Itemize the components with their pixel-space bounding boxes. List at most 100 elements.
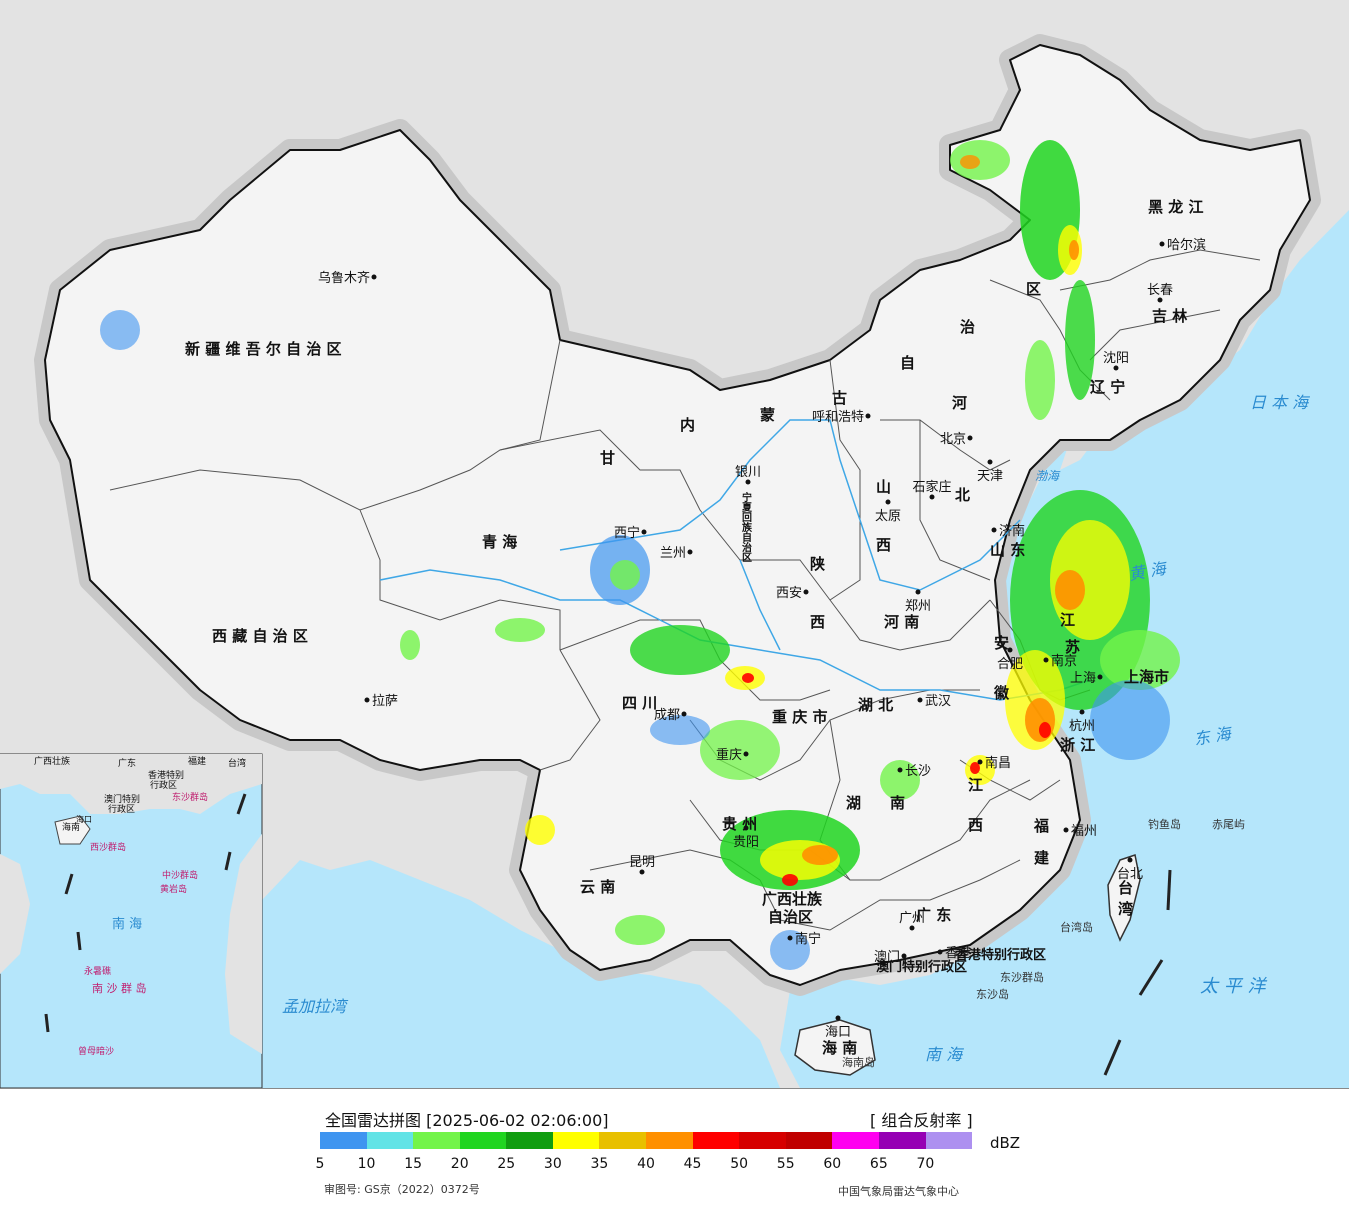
- scale-tick-label: 65: [869, 1156, 888, 1172]
- city-dot: [1113, 365, 1119, 371]
- city-label: 南宁: [795, 931, 821, 947]
- region-hunan-2: 南: [890, 794, 905, 812]
- city-label: 天津: [977, 469, 1003, 484]
- region-guangdong: 广 东: [916, 906, 951, 924]
- inset-macau: 澳门特别: [104, 793, 140, 805]
- city-label: 南京: [1051, 653, 1077, 669]
- city-label: 沈阳: [1103, 351, 1129, 366]
- city-label: 杭州: [1069, 719, 1095, 734]
- inset-xisha: 西沙群岛: [90, 841, 126, 853]
- city-label: 郑州: [905, 599, 931, 614]
- inset-macau2: 行政区: [108, 803, 135, 815]
- radar-echoes: [100, 140, 1180, 970]
- sea-nanhai: 南 海: [925, 1045, 964, 1064]
- color-swatch: [692, 1132, 740, 1149]
- city-dot: [885, 499, 891, 505]
- inset-guangdong: 广东: [118, 757, 136, 769]
- city-marker: 乌鲁木齐: [318, 270, 377, 286]
- scale-tick-label: 45: [683, 1156, 702, 1172]
- scale-tick-label: 40: [637, 1156, 655, 1172]
- region-xizang: 西 藏 自 治 区: [212, 627, 308, 645]
- color-swatch: [320, 1132, 367, 1149]
- color-swatch: [832, 1132, 879, 1149]
- inset-hainan: 海南: [62, 821, 80, 833]
- city-dot: [743, 751, 749, 757]
- island-dongsha-dao: 东沙岛: [976, 987, 1009, 1001]
- city-label: 长春: [1147, 283, 1173, 298]
- city-marker: 重庆: [716, 747, 749, 763]
- region-anhui-1: 安: [994, 634, 1009, 652]
- sea-mengjiala: 孟加拉湾: [282, 997, 349, 1016]
- city-marker: 广州: [899, 911, 925, 931]
- region-shanxi-2: 西: [876, 536, 891, 554]
- region-neimenggu-2: 蒙: [760, 406, 775, 424]
- color-swatch: [599, 1132, 647, 1149]
- inset-hk: 香港特别: [148, 769, 184, 781]
- region-liaoning: 辽 宁: [1090, 378, 1125, 396]
- city-marker: 成都: [654, 708, 687, 723]
- legend-product: [ 组合反射率 ]: [870, 1111, 973, 1130]
- city-dot: [1043, 657, 1049, 663]
- inset-south-china-sea: 广西壮族 广东 福建 台湾 香港特别 行政区 澳门特别 行政区 东沙群岛 海南 …: [0, 753, 263, 1088]
- scale-tick-label: 30: [543, 1156, 562, 1172]
- scale-tick-label: 25: [497, 1156, 516, 1172]
- city-label: 武汉: [925, 694, 951, 709]
- color-swatch: [459, 1132, 507, 1149]
- region-neimenggu-1: 内: [680, 416, 695, 434]
- city-dot: [909, 925, 915, 931]
- city-label: 海口: [825, 1025, 851, 1040]
- city-dot: [745, 479, 751, 485]
- scale-tick-label: 55: [776, 1156, 795, 1172]
- inset-taiwan: 台湾: [228, 757, 246, 769]
- region-hebei-2: 北: [955, 486, 970, 504]
- scale-tick-label: 10: [357, 1156, 376, 1172]
- inset-nanhai: 南 海: [112, 916, 142, 932]
- city-label: 合肥: [997, 657, 1023, 672]
- city-marker: 上海: [1070, 671, 1103, 686]
- city-marker: 太原: [875, 499, 901, 524]
- color-swatch: [552, 1132, 600, 1149]
- ningxia-label: 宁夏回族自治区: [740, 491, 753, 562]
- region-taiwan-2: 湾: [1118, 900, 1133, 918]
- china-landmass: [34, 34, 1321, 1076]
- city-label: 石家庄: [913, 479, 952, 495]
- city-marker: 长春: [1147, 283, 1173, 303]
- sea-riben: 日 本 海: [1250, 393, 1310, 412]
- city-marker: 北京: [940, 432, 973, 447]
- color-swatch: [506, 1132, 553, 1149]
- inset-nansha: 南 沙 群 岛: [92, 981, 147, 995]
- color-swatch: [925, 1132, 973, 1149]
- region-neimenggu-3: 古: [832, 389, 847, 407]
- region-neimenggu-4: 自: [900, 354, 915, 372]
- city-label: 拉萨: [372, 694, 398, 709]
- region-guangxi-1: 广西壮族: [762, 890, 823, 908]
- region-guangxi-2: 自治区: [768, 908, 813, 926]
- region-gansu: 甘: [600, 449, 615, 467]
- color-swatch: [739, 1132, 786, 1149]
- city-marker: 长沙: [897, 764, 931, 779]
- inset-huangyan: 黄岩岛: [160, 883, 187, 895]
- legend-title: 全国雷达拼图 [2025-06-02 02:06:00]: [325, 1111, 609, 1130]
- region-labels: 新 疆 维 吾 尔 自 治 区 西 藏 自 治 区 青 海 甘 内 蒙 古 自 …: [185, 198, 1203, 1057]
- city-dot: [1159, 241, 1165, 247]
- city-label: 昆明: [629, 855, 655, 870]
- region-ningxia: 宁夏回族自治区: [740, 491, 753, 562]
- city-marker: 杭州: [1069, 709, 1095, 734]
- island-taiwan-dao: 台湾岛: [1060, 920, 1093, 934]
- color-scale: [320, 1132, 973, 1149]
- city-dot: [967, 435, 973, 441]
- city-marker: 西宁: [614, 525, 647, 541]
- city-label: 澳门: [874, 949, 900, 965]
- city-marker: 郑州: [905, 589, 931, 614]
- city-dot: [897, 767, 903, 773]
- city-dot: [681, 711, 687, 717]
- city-marker: 香港: [937, 946, 971, 961]
- city-dot: [901, 953, 907, 959]
- city-dot: [371, 274, 377, 280]
- city-label: 哈尔滨: [1167, 237, 1206, 253]
- region-heilongjiang: 黑 龙 江: [1148, 198, 1203, 216]
- city-label: 兰州: [660, 546, 686, 561]
- scale-tick-label: 15: [404, 1156, 423, 1172]
